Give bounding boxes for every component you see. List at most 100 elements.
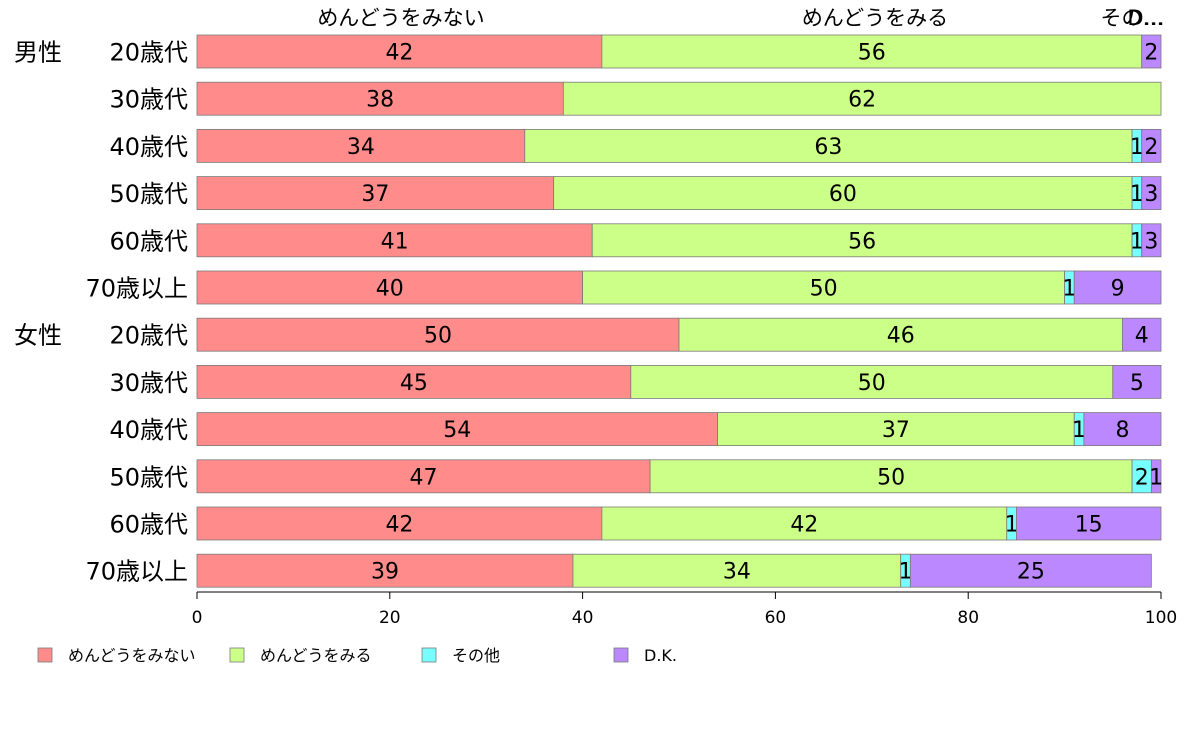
bar-value-label: 37	[361, 182, 389, 207]
x-tick-label: 60	[765, 608, 787, 628]
bar-segment	[717, 412, 1075, 447]
bar-value-label: 54	[443, 418, 471, 443]
bar-value-label: 37	[882, 418, 910, 443]
x-tick-label: 0	[192, 608, 203, 628]
bar-value-label: 46	[887, 324, 915, 349]
bar-segment	[678, 317, 1123, 352]
bar-value-label: 34	[723, 560, 751, 585]
bar-segment	[196, 128, 526, 163]
bar-segment	[524, 128, 1133, 163]
category-label: 50歳代	[109, 180, 188, 208]
bar-segment	[649, 459, 1133, 494]
bar-segment	[196, 270, 584, 305]
bar-segment	[196, 176, 555, 211]
bar-segment	[909, 553, 1152, 588]
bar-segment	[1150, 459, 1162, 494]
legend-label: めんどうをみる	[260, 646, 372, 665]
category-label: 20歳代	[109, 322, 188, 350]
bar-value-label: 50	[858, 371, 886, 396]
bar-value-label: 39	[371, 560, 399, 585]
bar-segment	[601, 506, 1008, 541]
bar-segment	[1073, 270, 1162, 305]
bar-value-label: 1	[1072, 418, 1086, 443]
bar-value-label: 40	[376, 277, 404, 302]
bar-value-label: 42	[385, 41, 413, 66]
bar-value-label: 1	[1130, 135, 1144, 160]
bar-value-label: 63	[814, 135, 842, 160]
bar-value-label: 9	[1111, 277, 1125, 302]
bar-segment	[1016, 506, 1162, 541]
x-tick-label: 100	[1145, 608, 1177, 628]
category-label: 50歳代	[109, 463, 188, 491]
bar-value-label: 42	[385, 513, 413, 538]
bar-value-label: 47	[410, 465, 438, 490]
bar-segment	[1141, 223, 1162, 258]
top-series-label: めんどうをみる	[802, 6, 948, 30]
bar-value-label: 8	[1115, 418, 1129, 443]
bar-value-label: 25	[1017, 560, 1045, 585]
bar-value-label: 62	[848, 88, 876, 113]
bar-value-label: 1	[1149, 465, 1163, 490]
x-tick-label: 80	[957, 608, 979, 628]
bar-value-label: 2	[1144, 135, 1158, 160]
legend-label: めんどうをみない	[68, 646, 196, 665]
bar-value-label: 41	[381, 229, 409, 254]
group-label: 男性	[14, 39, 62, 67]
bar-value-label: 56	[848, 229, 876, 254]
bar-segment	[196, 459, 651, 494]
bar-value-label: 34	[347, 135, 375, 160]
bar-value-label: 38	[366, 88, 394, 113]
legend-label: その他	[452, 646, 500, 665]
bar-segment	[1112, 364, 1162, 399]
category-label: 40歳代	[109, 416, 188, 444]
bar-value-label: 50	[424, 324, 452, 349]
legend-swatch	[37, 647, 53, 663]
bar-segment	[196, 506, 603, 541]
category-label: 60歳代	[109, 227, 188, 255]
bar-segment	[196, 364, 632, 399]
category-label: 70歳以上	[85, 558, 188, 586]
bar-value-label: 2	[1135, 465, 1149, 490]
legend-swatch	[613, 647, 629, 663]
bar-segment	[1083, 412, 1162, 447]
bar-segment	[630, 364, 1114, 399]
bar-value-label: 1	[1130, 182, 1144, 207]
bar-value-label: 42	[790, 513, 818, 538]
bar-segment	[582, 270, 1065, 305]
legend-label: D.K.	[644, 646, 677, 665]
bar-segment	[196, 412, 718, 447]
bar-value-label: 15	[1075, 513, 1103, 538]
bar-segment	[196, 317, 680, 352]
category-label: 40歳代	[109, 133, 188, 161]
legend-swatch	[229, 647, 245, 663]
bar-value-label: 4	[1135, 324, 1149, 349]
bar-segment	[1141, 176, 1162, 211]
bar-value-label: 3	[1144, 182, 1158, 207]
bar-segment	[562, 81, 1162, 116]
bar-segment	[196, 223, 593, 258]
bar-segment	[196, 34, 603, 69]
category-label: 70歳以上	[85, 275, 188, 303]
bar-value-label: 50	[810, 277, 838, 302]
bar-value-label: 1	[899, 560, 913, 585]
top-series-label: D…	[1127, 6, 1164, 30]
bar-segment	[1141, 128, 1162, 163]
top-series-label: その…	[1101, 6, 1164, 30]
bar-segment	[196, 553, 574, 588]
bar-segment	[553, 176, 1133, 211]
group-label: 女性	[14, 322, 62, 350]
bar-value-label: 5	[1130, 371, 1144, 396]
bar-value-label: 1	[1062, 277, 1076, 302]
bar-segment	[601, 34, 1143, 69]
bar-value-label: 45	[400, 371, 428, 396]
bar-value-label: 2	[1144, 41, 1158, 66]
bar-value-label: 3	[1144, 229, 1158, 254]
x-tick-label: 20	[379, 608, 401, 628]
category-label: 20歳代	[109, 39, 188, 67]
bar-value-label: 60	[829, 182, 857, 207]
category-label: 30歳代	[109, 369, 188, 397]
bar-value-label: 56	[858, 41, 886, 66]
bar-segment	[1122, 317, 1162, 352]
legend-swatch	[421, 647, 437, 663]
